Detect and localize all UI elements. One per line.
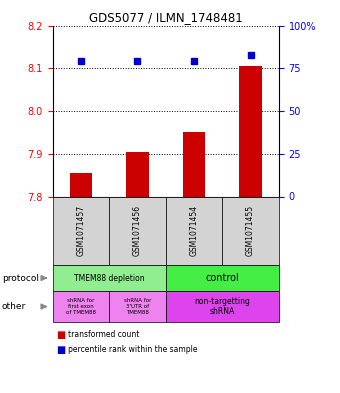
Text: other: other [2,302,26,311]
Text: ■: ■ [56,345,65,355]
Text: control: control [205,273,239,283]
Text: shRNA for
3'UTR of
TMEM88: shRNA for 3'UTR of TMEM88 [124,298,151,315]
Text: non-targetting
shRNA: non-targetting shRNA [194,297,250,316]
Text: TMEM88 depletion: TMEM88 depletion [74,274,144,283]
Text: GSM1071456: GSM1071456 [133,205,142,257]
Text: protocol: protocol [2,274,39,283]
Text: ■: ■ [56,330,65,340]
Text: GSM1071457: GSM1071457 [76,205,85,257]
Text: transformed count: transformed count [68,331,139,339]
Bar [183,132,205,196]
Title: GDS5077 / ILMN_1748481: GDS5077 / ILMN_1748481 [89,11,243,24]
Text: percentile rank within the sample: percentile rank within the sample [68,345,198,354]
Bar [70,173,92,196]
Text: shRNA for
first exon
of TMEM88: shRNA for first exon of TMEM88 [66,298,96,315]
Bar [126,152,149,196]
Bar [239,66,262,196]
Text: GSM1071455: GSM1071455 [246,205,255,257]
Text: GSM1071454: GSM1071454 [189,205,199,257]
